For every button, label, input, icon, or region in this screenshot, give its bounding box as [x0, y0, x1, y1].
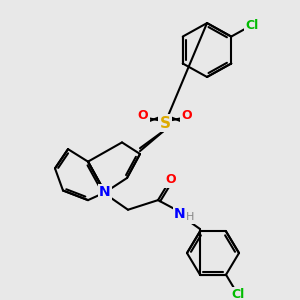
Text: O: O	[182, 109, 192, 122]
Text: O: O	[138, 109, 148, 122]
Text: Cl: Cl	[245, 19, 259, 32]
Text: H: H	[186, 212, 194, 222]
Text: Cl: Cl	[231, 288, 244, 300]
Text: N: N	[99, 185, 111, 200]
Text: N: N	[174, 207, 186, 220]
Text: S: S	[160, 116, 170, 131]
Text: O: O	[166, 173, 176, 186]
